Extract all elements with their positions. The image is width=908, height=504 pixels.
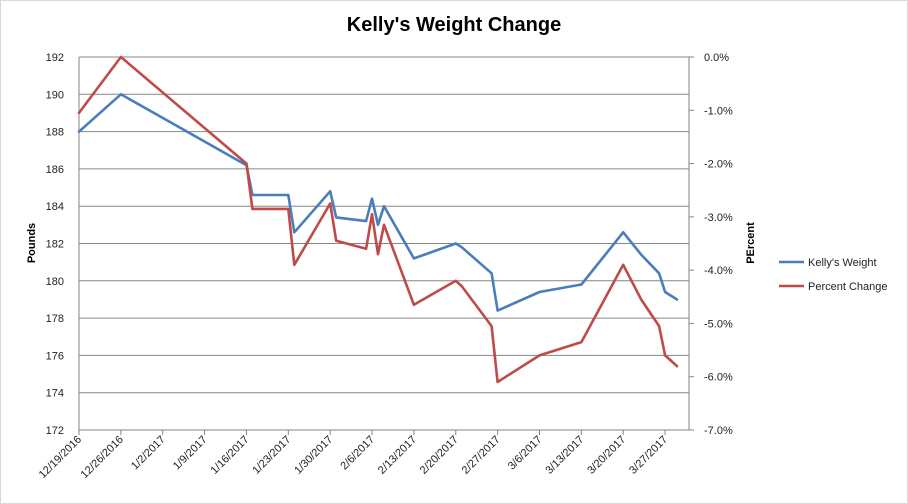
legend-label: Kelly's Weight — [808, 257, 877, 269]
weight-series-line — [77, 93, 679, 312]
x-tick-label: 1/30/2017 — [292, 434, 335, 477]
x-tick-label: 2/6/2017 — [338, 434, 377, 473]
x-tick-label: 2/27/2017 — [460, 434, 503, 477]
y-tick-label: 180 — [46, 276, 64, 288]
right-axis-ticks: 0.0% -1.0% -2.0% -3.0% -4.0% -5.0% -6.0% -7.0% — [689, 52, 733, 437]
y-tick-label: 192 — [46, 52, 64, 64]
x-tick-label: 2/13/2017 — [376, 434, 419, 477]
y-tick-label: 176 — [46, 350, 64, 362]
x-tick-label: 12/19/2016 — [37, 434, 84, 481]
y2-tick-label: -4.0% — [704, 265, 733, 277]
y-tick-label: 188 — [46, 127, 64, 139]
y2-tick-label: -3.0% — [704, 212, 733, 224]
y-tick-label: 172 — [46, 425, 64, 437]
y-tick-label: 174 — [46, 388, 64, 400]
y-tick-label: 182 — [46, 239, 64, 251]
gridlines — [78, 56, 690, 431]
x-tick-label: 1/9/2017 — [171, 434, 210, 473]
legend: Kelly's Weight Percent Change — [779, 257, 888, 293]
x-tick-label: 3/20/2017 — [585, 434, 628, 477]
y2-tick-label: -1.0% — [704, 105, 733, 117]
x-tick-label: 1/23/2017 — [250, 434, 293, 477]
x-tick-label: 12/26/2016 — [79, 434, 126, 481]
percent-series-line — [77, 55, 679, 384]
y-axis-label: Pounds — [26, 223, 38, 263]
y-tick-label: 178 — [46, 313, 64, 325]
y2-tick-label: -7.0% — [704, 425, 733, 437]
y-tick-label: 184 — [46, 201, 64, 213]
left-axis-ticks: 192 190 188 186 184 182 180 178 176 174 172 — [46, 52, 64, 437]
x-tick-label: 2/20/2017 — [418, 434, 461, 477]
y2-tick-label: 0.0% — [704, 52, 729, 64]
x-tick-label: 3/6/2017 — [506, 434, 545, 473]
x-tick-label: 1/2/2017 — [129, 434, 168, 473]
y2-tick-label: -6.0% — [704, 372, 733, 384]
x-tick-label: 3/13/2017 — [543, 434, 586, 477]
y2-axis-label: PErcent — [745, 222, 757, 264]
x-tick-label: 1/16/2017 — [208, 434, 251, 477]
x-tick-label: 3/27/2017 — [627, 434, 670, 477]
y2-tick-label: -5.0% — [704, 318, 733, 330]
chart-title: Kelly's Weight Change — [346, 14, 562, 36]
y2-tick-label: -2.0% — [704, 159, 733, 171]
y-tick-label: 186 — [46, 164, 64, 176]
series-lines — [77, 55, 679, 384]
legend-label: Percent Change — [808, 281, 888, 293]
y-tick-label: 190 — [46, 89, 64, 101]
